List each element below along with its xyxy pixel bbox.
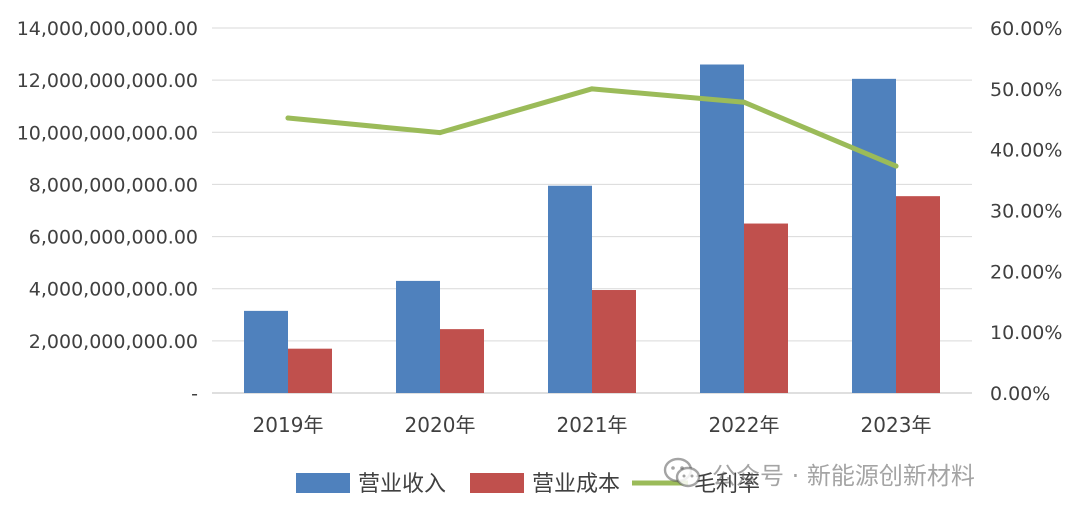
point-毛利率-2023年 [893, 163, 899, 169]
left-tick-label: 12,000,000,000.00 [17, 70, 198, 92]
bar-营业成本-2023年 [896, 196, 940, 393]
right-tick-label: 0.00% [990, 383, 1050, 405]
legend-label: 毛利率 [694, 472, 760, 497]
bar-营业收入-2022年 [700, 64, 744, 393]
bar-营业收入-2021年 [548, 185, 592, 393]
bar-营业收入-2020年 [396, 280, 440, 393]
bar-营业成本-2021年 [592, 290, 636, 393]
bar-营业收入-2019年 [244, 310, 288, 393]
right-tick-label: 50.00% [990, 79, 1062, 101]
left-tick-label: 2,000,000,000.00 [29, 331, 198, 353]
bar-营业成本-2020年 [440, 329, 484, 393]
bar-营业成本-2022年 [744, 223, 788, 393]
right-tick-label: 30.00% [990, 201, 1062, 223]
legend: 营业收入 营业成本 毛利率 [296, 472, 760, 497]
legend-label: 营业收入 [358, 472, 446, 497]
left-tick-label: 14,000,000,000.00 [17, 18, 198, 40]
legend-swatch [470, 473, 524, 493]
right-tick-label: 40.00% [990, 140, 1062, 162]
x-tick-label: 2022年 [709, 413, 780, 437]
right-tick-label: 10.00% [990, 322, 1062, 344]
right-axis-labels: 0.00% 10.00% 20.00% 30.00% 40.00% 50.00% 60.00… [990, 18, 1062, 405]
right-tick-label: 60.00% [990, 18, 1062, 40]
left-tick-label: 8,000,000,000.00 [29, 174, 198, 196]
legend-swatch [296, 473, 350, 493]
x-tick-label: 2023年 [861, 413, 932, 437]
bar-营业收入-2023年 [852, 78, 896, 393]
left-tick-label: 10,000,000,000.00 [17, 122, 198, 144]
left-axis-labels: - 2,000,000,000.00 4,000,000,000.00 6,000,0… [17, 18, 198, 405]
legend-label: 营业成本 [532, 472, 620, 497]
x-tick-label: 2021年 [557, 413, 628, 437]
right-tick-label: 20.00% [990, 261, 1062, 283]
bar-series [244, 64, 940, 393]
line-series [285, 86, 899, 169]
x-axis-labels: 2019年 2020年 2021年 2022年 2023年 [253, 413, 932, 437]
left-tick-label: - [191, 383, 198, 405]
left-tick-label: 6,000,000,000.00 [29, 227, 198, 249]
line-毛利率 [285, 86, 899, 169]
point-毛利率-2020年 [437, 130, 443, 136]
point-毛利率-2021年 [589, 86, 595, 92]
point-毛利率-2022年 [741, 99, 747, 105]
point-毛利率-2019年 [285, 115, 291, 121]
x-tick-label: 2019年 [253, 413, 324, 437]
x-tick-label: 2020年 [405, 413, 476, 437]
left-tick-label: 4,000,000,000.00 [29, 279, 198, 301]
bar-营业成本-2019年 [288, 348, 332, 393]
